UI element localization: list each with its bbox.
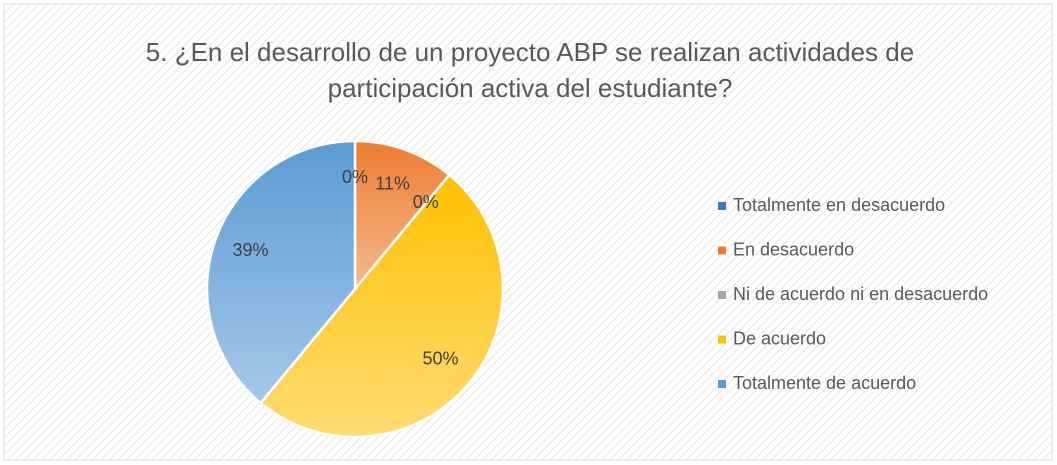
data-label: 0% — [342, 167, 368, 187]
data-label: 11% — [375, 173, 410, 193]
pie-slice — [353, 139, 451, 291]
legend-label: Ni de acuerdo ni en desacuerdo — [733, 284, 988, 304]
legend-label: Totalmente en desacuerdo — [733, 195, 945, 215]
legend-swatch — [718, 202, 726, 210]
pie-slice — [205, 139, 357, 405]
legend-swatch — [718, 246, 726, 255]
data-label: 50% — [423, 349, 459, 369]
legend-swatch — [718, 335, 726, 344]
legend-swatch — [718, 380, 726, 388]
data-label: 0% — [413, 192, 439, 212]
data-label: 39% — [233, 240, 269, 260]
pie-slice — [259, 173, 505, 439]
chart-background — [3, 3, 1053, 461]
legend-label: Totalmente de acuerdo — [733, 373, 916, 393]
legend-label: En desacuerdo — [733, 239, 854, 259]
legend-swatch — [718, 291, 726, 299]
legend-label: De acuerdo — [733, 328, 826, 348]
chart-title: 5. ¿En el desarrollo de un proyecto ABP … — [145, 37, 915, 103]
